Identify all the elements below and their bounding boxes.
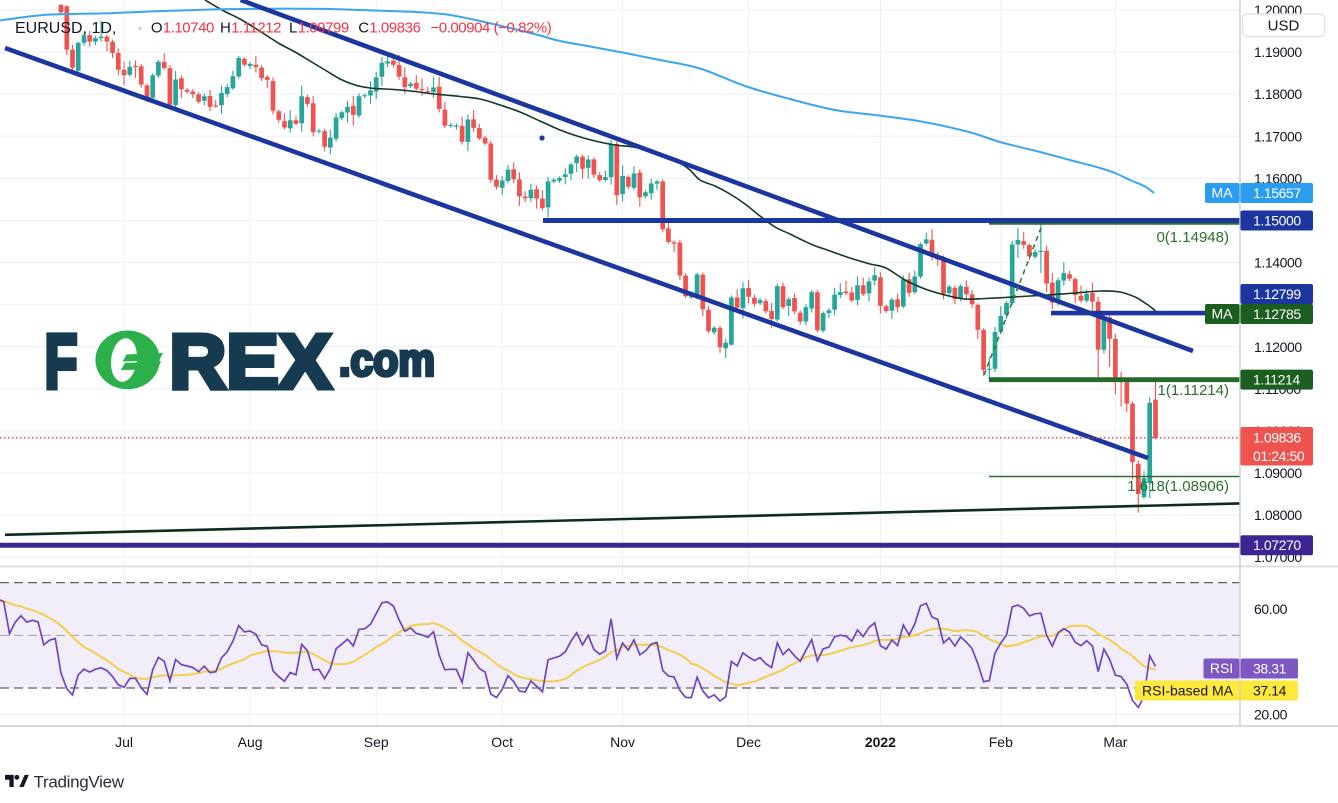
svg-text:1.12000: 1.12000: [1254, 339, 1302, 355]
svg-text:Mar: Mar: [1103, 734, 1127, 750]
svg-text:37.14: 37.14: [1253, 682, 1287, 698]
svg-text:Oct: Oct: [491, 734, 513, 750]
svg-text:1.10740: 1.10740: [163, 20, 214, 37]
svg-text:1.15657: 1.15657: [1253, 185, 1301, 201]
svg-text:Aug: Aug: [238, 734, 263, 750]
svg-text:20.00: 20.00: [1254, 706, 1288, 722]
svg-text:1.07270: 1.07270: [1253, 537, 1301, 553]
svg-text:1.09799: 1.09799: [298, 20, 349, 37]
svg-text:1.618(1.08906): 1.618(1.08906): [1127, 478, 1229, 495]
svg-text:1.09836: 1.09836: [1253, 429, 1301, 445]
svg-text:1.09000: 1.09000: [1254, 465, 1302, 481]
svg-text:1.11214: 1.11214: [1253, 372, 1300, 388]
svg-text:F: F: [45, 319, 78, 405]
svg-text:2022: 2022: [865, 734, 896, 750]
svg-text:RSI-based MA: RSI-based MA: [1142, 682, 1234, 698]
svg-text:Jul: Jul: [115, 734, 133, 750]
svg-text:01:24:50: 01:24:50: [1253, 448, 1305, 464]
svg-text:.com: .com: [339, 335, 435, 386]
svg-text:−0.00904 (−0.82%): −0.00904 (−0.82%): [431, 20, 552, 37]
svg-text:1.12799: 1.12799: [1253, 286, 1301, 302]
svg-text:Sep: Sep: [364, 734, 389, 750]
svg-text:H: H: [220, 20, 230, 37]
svg-text:1.14000: 1.14000: [1254, 255, 1302, 271]
svg-text:USD: USD: [1268, 18, 1300, 35]
svg-text:1.19000: 1.19000: [1254, 44, 1302, 60]
svg-text:EURUSD, 1D,: EURUSD, 1D,: [15, 20, 116, 37]
svg-text:TradingView: TradingView: [34, 773, 125, 792]
svg-text:1.11212: 1.11212: [231, 20, 281, 37]
svg-text:REX: REX: [169, 319, 331, 405]
svg-text:RSI: RSI: [1210, 660, 1233, 676]
svg-text:C: C: [358, 20, 369, 37]
svg-text:Feb: Feb: [989, 734, 1013, 750]
svg-text:1.17000: 1.17000: [1254, 128, 1302, 144]
svg-text:O: O: [151, 20, 162, 37]
svg-text:1.09836: 1.09836: [369, 20, 420, 37]
svg-text:L: L: [289, 20, 297, 37]
svg-text:MA: MA: [1212, 306, 1234, 322]
svg-text:38.31: 38.31: [1253, 660, 1287, 676]
svg-text:1.15000: 1.15000: [1253, 212, 1301, 228]
svg-text:1.08000: 1.08000: [1254, 507, 1302, 523]
svg-text:1.18000: 1.18000: [1254, 86, 1302, 102]
svg-text:1(1.11214): 1(1.11214): [1158, 382, 1229, 399]
svg-text:1.12785: 1.12785: [1253, 306, 1301, 322]
svg-text:60.00: 60.00: [1254, 601, 1288, 617]
svg-text:MA: MA: [1212, 185, 1234, 201]
svg-text:Nov: Nov: [610, 734, 635, 750]
svg-text:Dec: Dec: [736, 734, 761, 750]
svg-text:1.16000: 1.16000: [1254, 170, 1302, 186]
svg-text:0(1.14948): 0(1.14948): [1156, 229, 1229, 246]
